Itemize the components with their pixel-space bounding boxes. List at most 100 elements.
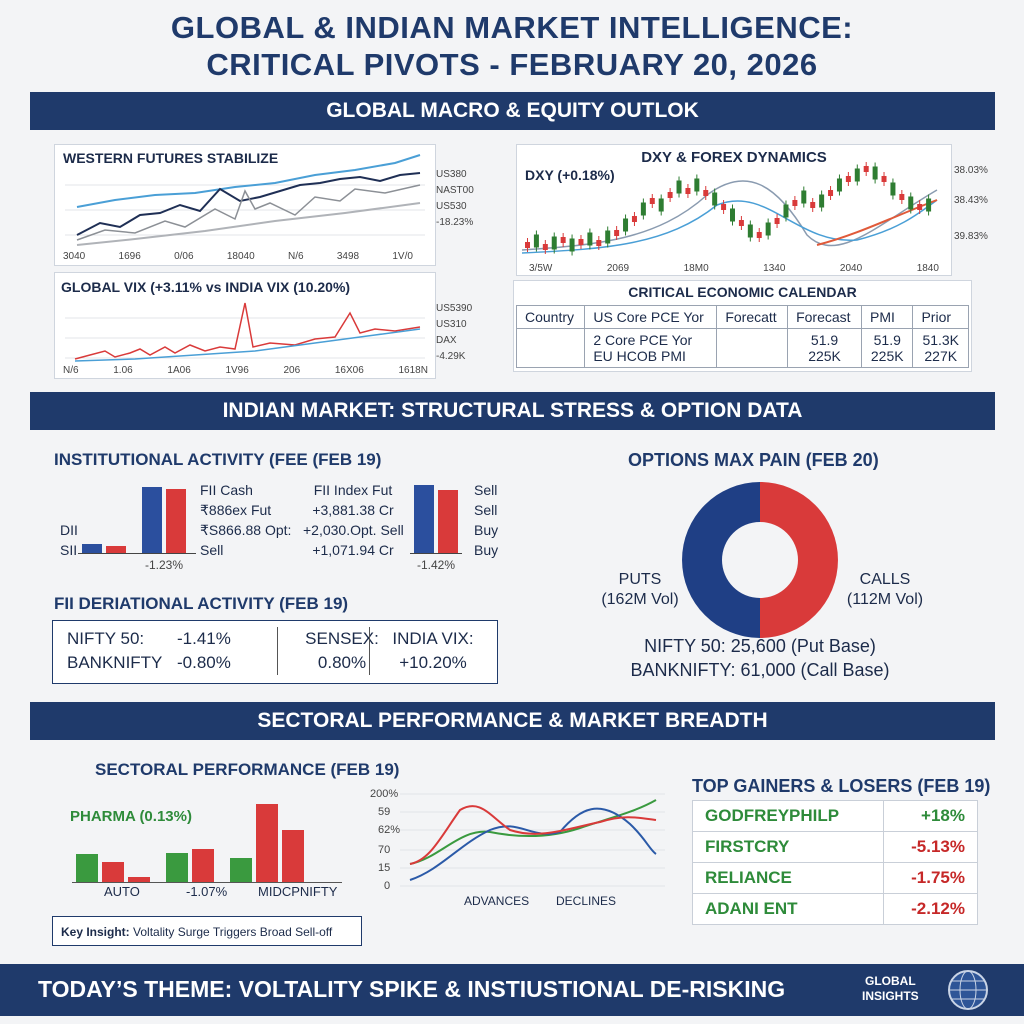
inst-col2-line: +2,030.Opt. Sell (303, 522, 404, 538)
stock-name: GODFREYPHILP (692, 800, 884, 832)
dxy-xtick: 18M0 (683, 263, 709, 274)
candle (801, 190, 807, 204)
globe-icon (948, 970, 988, 1010)
dxy-xaxis: 3/5W 2069 18M0 1340 2040 1840 (529, 263, 939, 274)
dxy-candlestick-chart (521, 162, 938, 256)
institutional-bars-left (78, 478, 196, 554)
vix-title: GLOBAL VIX (+3.11% vs INDIA VIX (10.20%) (61, 279, 351, 295)
inst-col3: Sell Sell Buy Buy (474, 480, 498, 560)
western-legend-1: NAST00 (436, 185, 474, 196)
breadth-line-red (409, 805, 657, 865)
bar (76, 854, 98, 882)
vix-xtick: 1618N (398, 365, 428, 376)
bar (166, 489, 186, 553)
calendar-header: PMI (861, 305, 914, 329)
candle (623, 218, 629, 232)
india-vix-label: INDIA VIX: (392, 629, 474, 648)
breadth-ytick: 62% (378, 824, 401, 836)
band-indian-market: INDIAN MARKET: STRUCTURAL STRESS & OPTIO… (30, 392, 995, 430)
vix-xtick: 1.06 (113, 365, 133, 376)
dxy-xtick: 2069 (606, 263, 630, 274)
fii-deriv-title: FII DERIATIONAL ACTIVITY (FEB 19) (54, 594, 349, 613)
breadth-ytick: 0 (384, 880, 391, 892)
sensex-value: 0.80% (317, 653, 367, 672)
candle (587, 232, 593, 246)
candle (792, 200, 798, 206)
economic-calendar-panel: CRITICAL ECONOMIC CALENDAR Country US Co… (513, 280, 972, 372)
gainers-table: GODFREYPHILP +18% FIRSTCRY -5.13% RELIAN… (692, 800, 978, 925)
bar (128, 877, 150, 882)
sectoral-title: SECTORAL PERFORMANCE (FEB 19) (95, 760, 400, 779)
table-row: GODFREYPHILP +18% (692, 800, 978, 832)
candle (649, 198, 655, 204)
candle (596, 240, 602, 246)
calendar-event: EU HCOB PMI (593, 348, 686, 364)
western-futures-panel: WESTERN FUTURES STABILIZE US380 NAST00 U… (54, 144, 474, 266)
key-insight-box: Key Insight: Voltality Surge Triggers Br… (52, 916, 362, 946)
candle (738, 220, 744, 226)
candle (658, 198, 664, 212)
inst-col1-line: FII Cash (200, 482, 253, 498)
calendar-prior: 51.3K (922, 332, 960, 348)
candle (712, 192, 718, 206)
india-vix-value: +10.20% (399, 653, 467, 672)
institutional-bars-right (410, 478, 462, 554)
calendar-data-row: 2 Core PCE Yor EU HCOB PMI 51.9 225K 51.9 2… (515, 328, 969, 368)
stock-name: ADANI ENT (692, 893, 884, 925)
dii-label: DII (60, 522, 78, 538)
bar (102, 862, 124, 882)
vix-legend-3: -4.29K (436, 351, 466, 362)
inst-col2: FII Index Fut +3,881.38 Cr +2,030.Opt. S… (303, 480, 404, 560)
western-xtick: 0/06 (174, 251, 194, 262)
gainers-title: TOP GAINERS & LOSERS (FEB 19) (692, 776, 991, 796)
divider (369, 627, 370, 675)
sector-xlabel: -1.07% (186, 884, 228, 899)
table-row: RELIANCE -1.75% (692, 862, 978, 894)
breadth-ytick: 200% (370, 788, 399, 800)
sector-xlabel: AUTO (104, 884, 140, 899)
inst-col2-line: +1,071.94 Cr (312, 542, 394, 558)
page-title-line2: CRITICAL PIVOTS - FEBRUARY 20, 2026 (206, 47, 818, 82)
western-xtick: 1696 (118, 251, 141, 262)
key-insight-label: Key Insight: (61, 925, 130, 939)
candle (819, 194, 825, 208)
inst-col3-line: Sell (474, 502, 498, 518)
bar (414, 485, 434, 553)
calendar-forecast: 225K (808, 348, 841, 364)
calls-label-block: CALLS (112M Vol) (840, 570, 930, 610)
candle (899, 194, 905, 200)
inst-col3-line: Sell (474, 482, 498, 498)
banknifty-value: -0.80% (177, 653, 231, 672)
breadth-ytick: 70 (378, 844, 391, 856)
bar (82, 544, 102, 553)
breadth-ytick: 59 (378, 806, 391, 818)
bar (106, 546, 126, 553)
candle (845, 176, 851, 182)
footer-bar: TODAY’S THEME: VOLTALITY SPIKE & INSTIUS… (0, 964, 1024, 1016)
brand-block: GLOBAL INSIGHTS (862, 974, 919, 1004)
divider (277, 627, 278, 675)
bar (142, 487, 162, 553)
institutional-title: INSTITUTIONAL ACTIVITY (FEE (FEB 19) (54, 450, 382, 469)
breadth-line-blue (409, 807, 657, 881)
dxy-xtick: 1840 (916, 263, 939, 274)
western-xtick: 1V/0 (392, 251, 413, 262)
candle (881, 176, 887, 182)
dxy-ytick: 38.43% (954, 195, 988, 206)
puts-vol: (162M Vol) (601, 591, 679, 608)
stock-change: -1.75% (883, 862, 978, 894)
candle (551, 236, 557, 250)
vix-legend-0: US5390 (436, 303, 473, 314)
western-legend-2: US530 (436, 201, 467, 212)
footer-theme: TODAY’S THEME: VOLTALITY SPIKE & INSTIUS… (38, 976, 786, 1002)
inst-pct-2: -1.42% (417, 558, 456, 572)
candle (569, 238, 575, 252)
candle (703, 190, 709, 196)
dxy-ytick: 39.83% (954, 231, 988, 242)
candle (783, 204, 789, 218)
nifty-value: -1.41% (177, 629, 231, 648)
calendar-header-row: Country US Core PCE Yor Forecatt Forecas… (515, 305, 969, 329)
candle (765, 222, 771, 236)
candle (614, 230, 620, 236)
breadth-chart (400, 793, 665, 887)
